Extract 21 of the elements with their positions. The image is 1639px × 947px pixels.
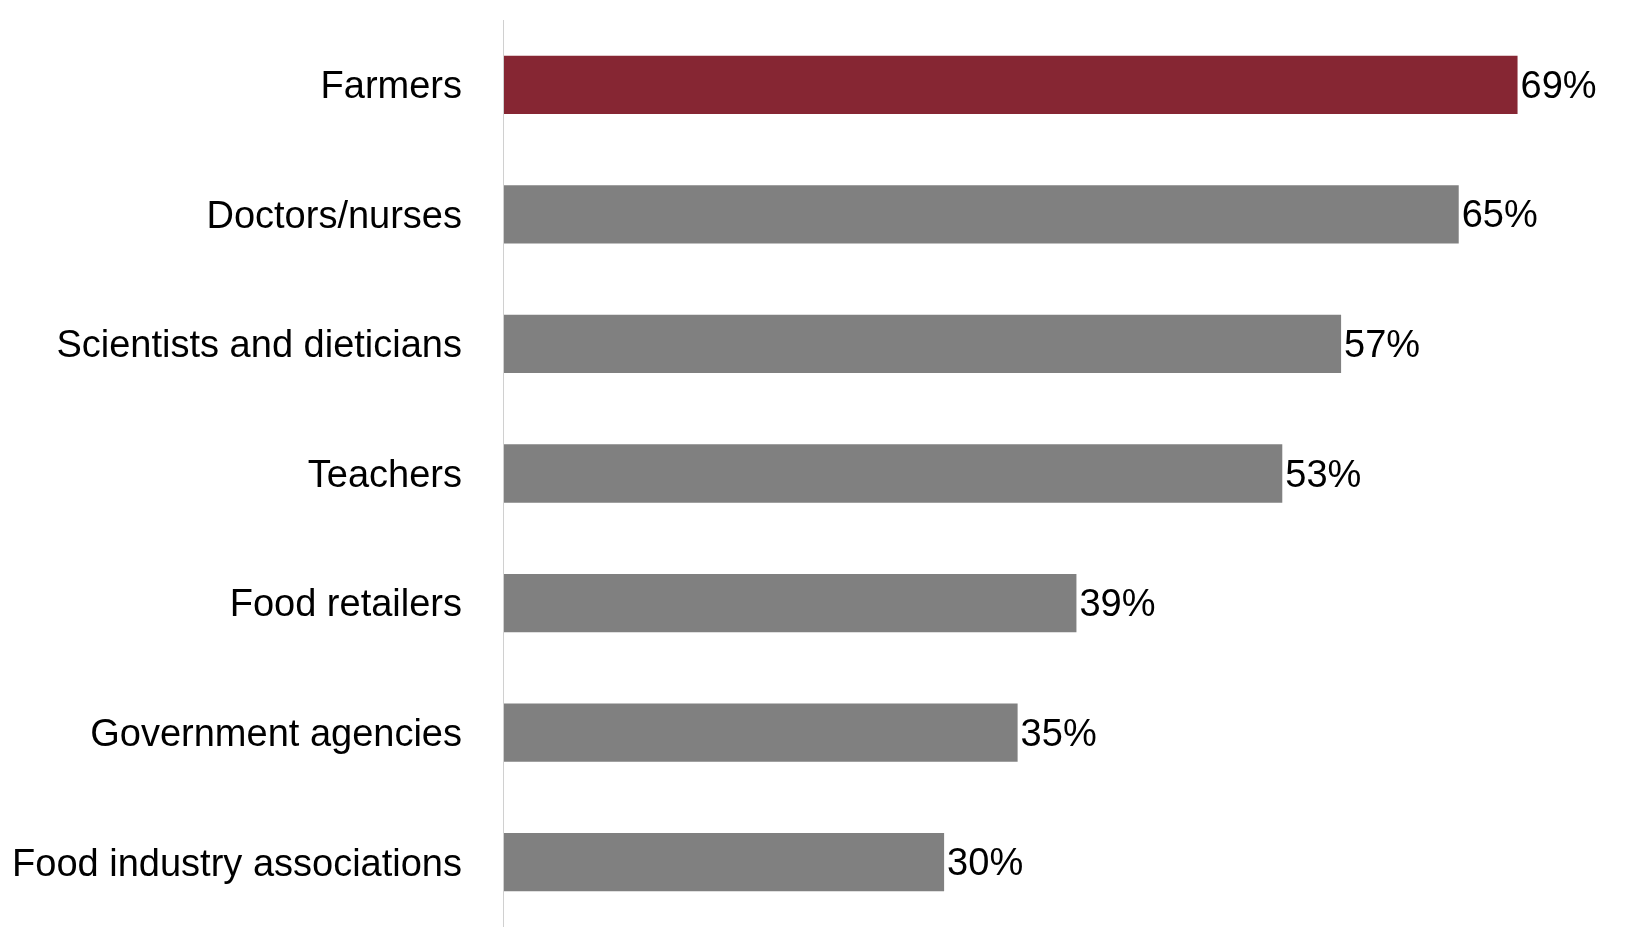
bar (503, 314, 1342, 374)
data-label: 53% (1285, 452, 1362, 495)
data-label: 39% (1079, 582, 1156, 625)
bar (503, 833, 945, 892)
data-label: 65% (1461, 193, 1538, 236)
y-tick-label: Doctors/nurses (206, 193, 462, 236)
y-tick-label: Food retailers (229, 582, 462, 625)
data-label: 57% (1344, 322, 1421, 365)
y-tick-label: Food industry associations (12, 841, 462, 884)
bar (503, 185, 1459, 244)
y-tick-label: Teachers (307, 452, 462, 495)
bar (503, 703, 1018, 762)
y-tick-label: Scientists and dieticians (56, 323, 462, 366)
y-tick-label: Government agencies (90, 711, 462, 754)
data-label: 69% (1520, 63, 1597, 106)
bar (503, 444, 1283, 503)
bar (503, 55, 1518, 114)
bar (503, 573, 1077, 633)
data-label: 30% (947, 841, 1024, 884)
y-tick-label: Farmers (320, 64, 462, 107)
data-label: 35% (1020, 711, 1097, 754)
